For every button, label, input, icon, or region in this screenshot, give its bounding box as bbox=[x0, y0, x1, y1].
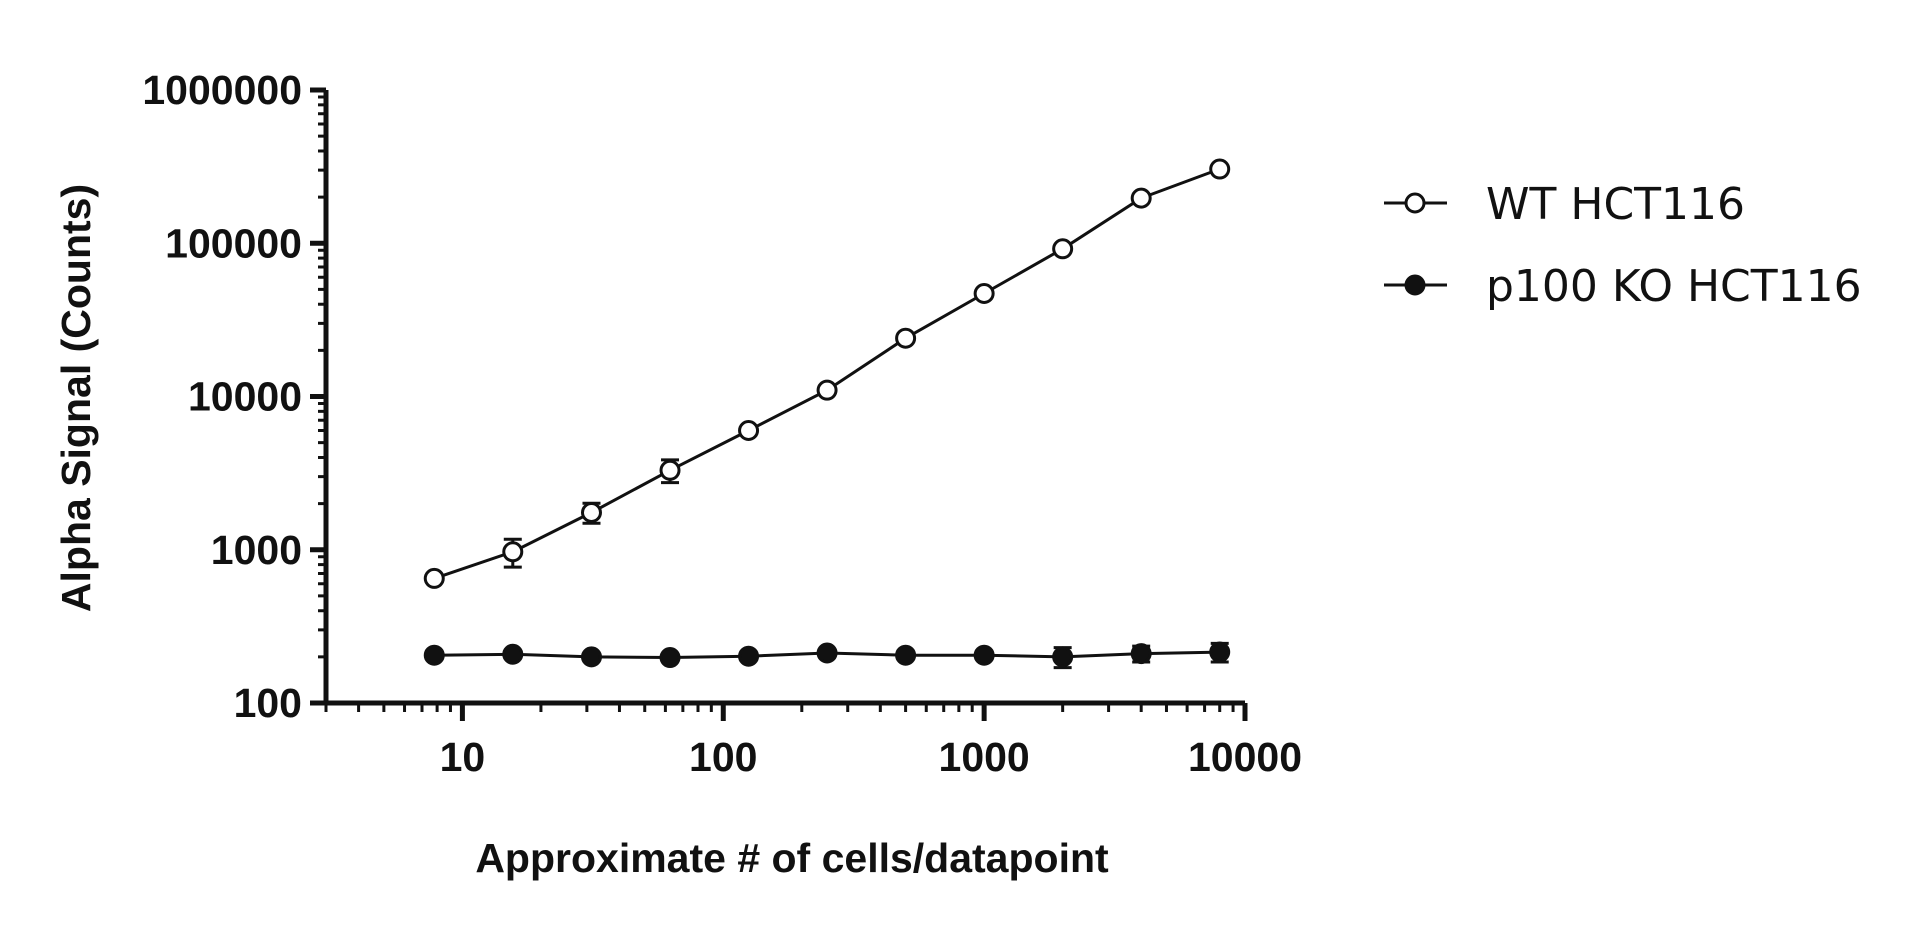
data-point bbox=[895, 327, 917, 349]
legend-label: WT HCT116 bbox=[1486, 179, 1745, 230]
series-2 bbox=[423, 641, 1231, 670]
x-tick-label: 100 bbox=[689, 734, 757, 780]
y-axis-title: Alpha Signal (Counts) bbox=[53, 184, 99, 612]
y-tick-label: 100 bbox=[234, 680, 302, 726]
data-point bbox=[502, 541, 524, 563]
legend-item: p100 KO HCT116 bbox=[1384, 261, 1862, 312]
data-point bbox=[973, 644, 995, 666]
data-point bbox=[1130, 643, 1152, 665]
series-line bbox=[433, 167, 1221, 580]
axes: 100 1000 10000 100000 1000000 10 100 1000 10000 bbox=[142, 67, 1302, 780]
series-1 bbox=[423, 158, 1231, 589]
x-axis-title: Approximate # of cells/datapoint bbox=[475, 835, 1109, 881]
data-point bbox=[1052, 238, 1074, 260]
legend-label: p100 KO HCT116 bbox=[1486, 261, 1862, 312]
data-point bbox=[1052, 646, 1074, 668]
data-point bbox=[659, 459, 681, 481]
y-tick-label: 100000 bbox=[165, 220, 302, 266]
data-point bbox=[973, 283, 995, 305]
legend: WT HCT116 p100 KO HCT116 bbox=[1384, 179, 1862, 312]
x-tick-label: 10 bbox=[440, 734, 486, 780]
y-tick-label: 1000 bbox=[211, 527, 302, 573]
data-point bbox=[816, 379, 838, 401]
data-point bbox=[580, 646, 602, 668]
data-point bbox=[1209, 641, 1231, 663]
legend-marker bbox=[1404, 192, 1426, 214]
x-tick-label: 10000 bbox=[1188, 734, 1302, 780]
y-tick-label: 10000 bbox=[188, 374, 302, 420]
x-tick-label: 1000 bbox=[939, 734, 1030, 780]
data-point bbox=[502, 643, 524, 665]
data-point bbox=[738, 645, 760, 667]
data-point bbox=[1130, 187, 1152, 209]
legend-marker bbox=[1404, 274, 1426, 296]
data-point bbox=[580, 502, 602, 524]
legend-item: WT HCT116 bbox=[1384, 179, 1745, 230]
data-point bbox=[659, 647, 681, 669]
data-point bbox=[738, 419, 760, 441]
plot-area bbox=[423, 158, 1231, 670]
data-point bbox=[816, 642, 838, 664]
data-point bbox=[423, 644, 445, 666]
data-point bbox=[423, 567, 445, 589]
data-point bbox=[895, 644, 917, 666]
data-point bbox=[1209, 158, 1231, 180]
y-tick-label: 1000000 bbox=[142, 67, 302, 113]
